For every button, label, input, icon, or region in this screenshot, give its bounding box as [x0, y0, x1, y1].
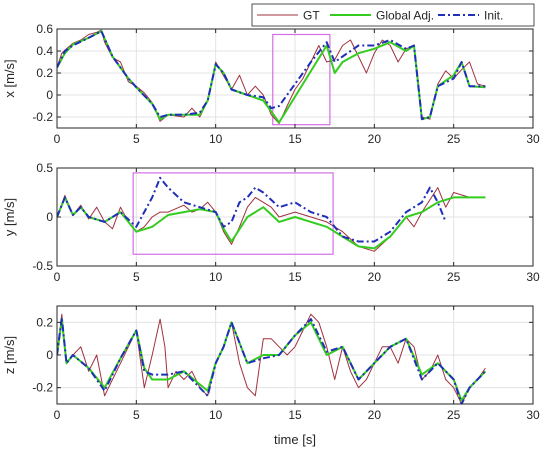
series-line-gt: [57, 313, 486, 404]
highlight-box: [132, 172, 334, 255]
y-tick-label: -0.2: [32, 381, 53, 395]
y-tick-label: 0.6: [36, 22, 53, 36]
x-tick-label: 5: [133, 270, 140, 284]
y-tick-label: -0.2: [32, 110, 53, 124]
legend-label-gt: GT: [303, 9, 320, 23]
legend-label-global-adj: Global Adj.: [376, 9, 434, 23]
y-tick-label: 0.2: [36, 66, 53, 80]
panel-z: 0 5 10 15 20 25 300.20-0.2z [m/s]: [2, 305, 540, 422]
series-line-init: [57, 176, 447, 243]
y-tick-label: -0.5: [32, 259, 53, 273]
legend: GT Global Adj. Init.: [251, 3, 535, 27]
y-tick-label: 0: [46, 88, 53, 102]
x-tick-label: 25: [447, 132, 461, 146]
x-tick-label: 10: [209, 270, 223, 284]
y-tick-label: 0.2: [36, 315, 53, 329]
x-tick-label: 25: [447, 270, 461, 284]
x-tick-label: 5: [133, 408, 140, 422]
x-tick-label: 30: [526, 408, 540, 422]
y-axis-label: y [m/s]: [2, 198, 17, 236]
x-tick-label: 10: [209, 408, 223, 422]
highlight-box: [272, 33, 331, 126]
x-tick-label: 20: [368, 270, 382, 284]
y-tick-label: 0.5: [36, 161, 53, 175]
x-axis-label: time [s]: [274, 432, 316, 447]
x-tick-label: 10: [209, 132, 223, 146]
x-tick-label: 30: [526, 132, 540, 146]
x-tick-label: 0: [54, 408, 61, 422]
x-tick-label: 0: [54, 132, 61, 146]
x-tick-label: 25: [447, 408, 461, 422]
x-tick-label: 20: [368, 132, 382, 146]
x-tick-label: 15: [288, 270, 302, 284]
x-tick-label: 30: [526, 270, 540, 284]
y-axis-label: z [m/s]: [2, 336, 17, 374]
x-tick-label: 15: [288, 408, 302, 422]
y-tick-label: 0: [46, 348, 53, 362]
panel-x: 0 5 10 15 20 25 300.60.40.20-0.2x [m/s]: [2, 22, 540, 146]
x-tick-label: 0: [54, 270, 61, 284]
x-tick-label: 15: [288, 132, 302, 146]
x-tick-label: 5: [133, 132, 140, 146]
panel-y: 0 5 10 15 20 25 300.50-0.5y [m/s]: [2, 161, 540, 284]
series-line-init: [57, 316, 487, 404]
x-tick-label: 20: [368, 408, 382, 422]
y-tick-label: 0.4: [36, 44, 53, 58]
series-line-init: [57, 30, 486, 121]
legend-label-init: Init.: [484, 9, 503, 23]
y-tick-label: 0: [46, 210, 53, 224]
y-axis-label: x [m/s]: [2, 59, 17, 97]
